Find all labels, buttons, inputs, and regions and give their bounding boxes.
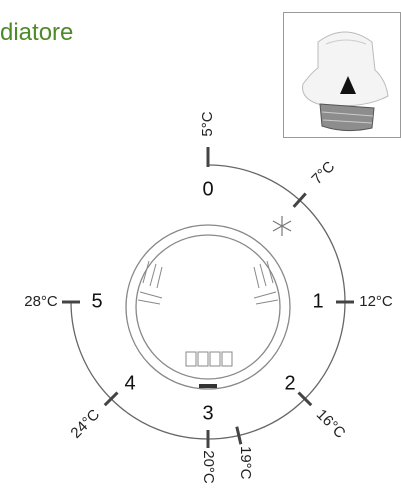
title: diatore (0, 19, 73, 46)
temperature-label: 28°C (24, 293, 58, 310)
position-number: 2 (284, 372, 295, 394)
temperature-label: 20°C (200, 450, 217, 484)
dial: 0 1 2 3 4 5 5°C 7°C 12°C 16°C 19°C 20°C 24°C 28°C (24, 111, 393, 484)
temperature-tick (237, 427, 241, 445)
temperature-label: 7°C (308, 158, 338, 188)
page: diatore 0 1 2 3 4 5 5°C 7°C 12°C 16°C 19°C 20°C 24°C… (0, 0, 401, 493)
temperature-label: 12°C (359, 293, 393, 310)
temperature-label: 5°C (199, 111, 216, 136)
position-number: 0 (202, 178, 213, 200)
temperature-label: 24°C (67, 406, 103, 442)
temperature-label: 19°C (237, 446, 254, 480)
position-number: 4 (124, 372, 135, 394)
position-number: 5 (91, 290, 102, 312)
temperature-label: 16°C (313, 406, 349, 442)
snowflake-icon (273, 216, 291, 236)
product-photo (284, 13, 401, 138)
position-number: 1 (312, 290, 323, 312)
position-number: 3 (202, 402, 213, 424)
